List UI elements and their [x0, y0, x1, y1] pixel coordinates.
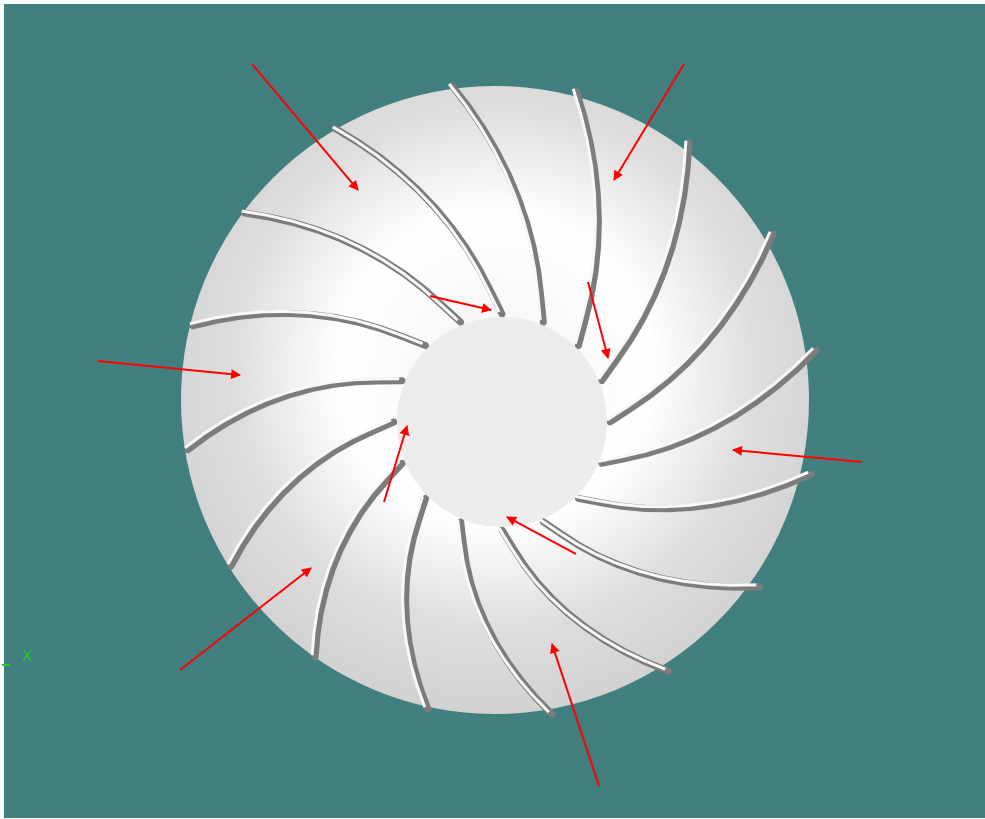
impeller-blades: [184, 82, 820, 718]
annotation-arrow-icon: [506, 516, 577, 555]
impeller-blade: [241, 209, 459, 322]
impeller-blade-shadow: [598, 346, 820, 467]
impeller-blade: [606, 231, 772, 422]
impeller-blade-shadow: [572, 87, 602, 350]
impeller-blade: [332, 125, 501, 313]
impeller-hub: [397, 317, 607, 527]
impeller-blade-shadow: [402, 494, 432, 713]
impeller-blade-shadow: [598, 139, 693, 385]
impeller-blade: [189, 309, 424, 345]
impeller-blade: [598, 347, 815, 463]
annotation-arrow-icon: [179, 567, 312, 671]
impeller-blade: [575, 470, 809, 509]
annotation-arrow-icon: [383, 425, 410, 503]
impeller-blade: [597, 140, 688, 380]
annotation-arrow-icon: [251, 63, 359, 191]
impeller-model: [181, 82, 820, 718]
annotation-arrow-icon: [613, 63, 685, 181]
impeller-blade: [497, 527, 666, 671]
annotation-arrow-icon: [429, 295, 492, 313]
impeller-blade: [401, 495, 427, 708]
axis-tick-icon: [2, 664, 10, 666]
impeller-blade: [226, 418, 392, 565]
annotation-arrow-icon: [587, 281, 611, 359]
model-viewport[interactable]: [4, 4, 985, 818]
axis-label: X: [22, 647, 33, 665]
annotation-arrow-icon: [97, 360, 241, 380]
impeller-blade: [448, 82, 542, 321]
impeller-blade: [539, 518, 757, 587]
annotation-arrow-icon: [732, 445, 863, 463]
impeller-blade-shadow: [184, 377, 406, 454]
impeller-blade: [456, 519, 550, 714]
impeller-blade: [184, 377, 400, 450]
impeller-blade: [310, 460, 401, 656]
impeller-blade-shadow: [227, 418, 398, 570]
impeller-blade-shadow: [311, 459, 406, 661]
impeller-blade-shadow: [606, 230, 777, 426]
impeller-blade: [571, 88, 597, 344]
annotation-arrow-icon: [550, 643, 600, 787]
annotation-arrows: [97, 63, 863, 787]
